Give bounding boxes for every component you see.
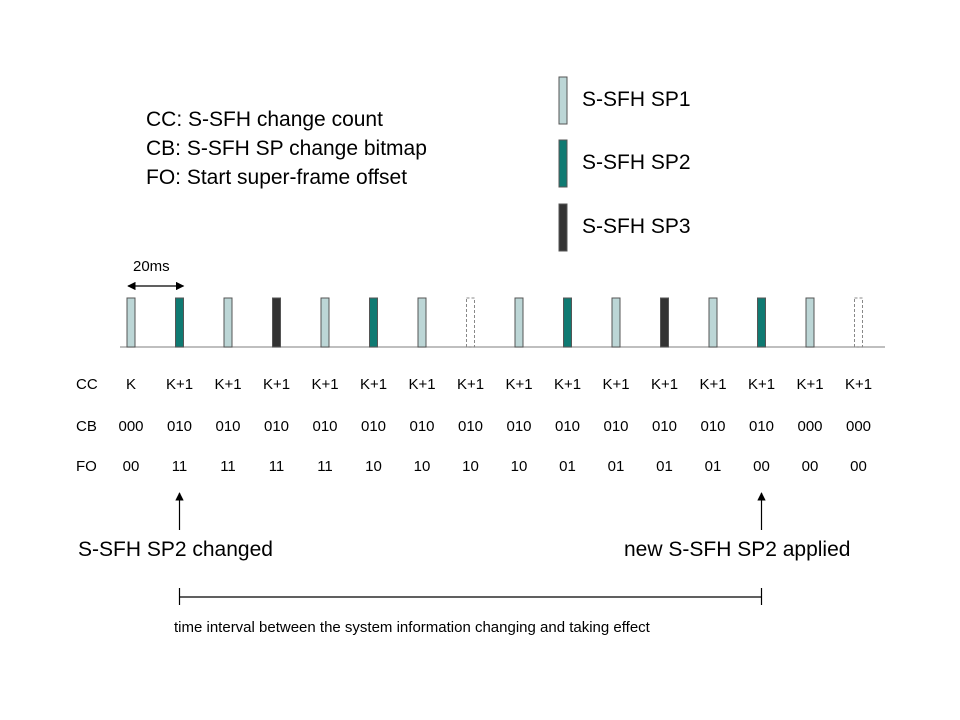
frame-2-sp2	[175, 297, 184, 348]
cell-cc-14: K+1	[747, 376, 776, 393]
frame-6-sp2	[369, 297, 378, 348]
cell-cc-9: K+1	[505, 376, 533, 393]
cell-fo-3: 11	[220, 458, 236, 475]
frame-15-sp1	[805, 297, 815, 348]
cell-cb-3: 010	[215, 418, 241, 435]
frame-13-sp1	[708, 297, 718, 348]
legend-swatch-sp3	[558, 203, 568, 252]
row-label-cb: CB	[76, 418, 97, 435]
cell-cc-6: K+1	[359, 376, 388, 393]
cell-fo-13: 01	[704, 458, 722, 475]
cell-cb-11: 010	[603, 418, 629, 435]
row-label-cc: CC	[76, 376, 98, 393]
period-label: 20ms	[133, 258, 170, 275]
cell-cc-11: K+1	[602, 376, 630, 393]
definition-fo: FO: Start super-frame offset	[146, 166, 408, 189]
cell-fo-9: 10	[510, 458, 528, 475]
cell-fo-1: 00	[122, 458, 140, 475]
cell-fo-16: 00	[850, 458, 867, 475]
cell-cc-2: K+1	[165, 376, 194, 393]
cell-cc-8: K+1	[456, 376, 485, 393]
annotation-changed: S-SFH SP2 changed	[78, 538, 273, 561]
cell-cc-4: K+1	[262, 376, 291, 393]
cell-cc-3: K+1	[214, 376, 242, 393]
annotation-applied: new S-SFH SP2 applied	[624, 538, 851, 561]
cell-fo-8: 10	[462, 458, 479, 475]
cell-cc-7: K+1	[408, 376, 436, 393]
frame-12-sp3	[660, 297, 669, 348]
cell-fo-15: 00	[801, 458, 819, 475]
legend-label-sp1: S-SFH SP1	[582, 88, 691, 111]
cell-fo-5: 11	[317, 458, 333, 475]
cell-fo-10: 01	[559, 458, 576, 475]
frame-1-sp1	[126, 297, 136, 348]
cell-fo-12: 01	[656, 458, 673, 475]
frame-3-sp1	[223, 297, 233, 348]
cell-fo-11: 01	[607, 458, 625, 475]
cell-cb-1: 000	[118, 418, 144, 435]
cell-fo-14: 00	[753, 458, 770, 475]
cell-cc-16: K+1	[844, 376, 873, 393]
frame-5-sp1	[320, 297, 330, 348]
cell-cb-6: 010	[360, 418, 387, 435]
cell-cc-13: K+1	[699, 376, 727, 393]
cell-cb-4: 010	[263, 418, 290, 435]
legend-swatch-sp1	[558, 76, 568, 125]
frame-4-sp3	[272, 297, 281, 348]
cell-cb-10: 010	[554, 418, 581, 435]
cell-cb-13: 010	[700, 418, 726, 435]
cell-cb-5: 010	[312, 418, 338, 435]
cell-fo-6: 10	[365, 458, 382, 475]
cell-cb-8: 010	[457, 418, 484, 435]
legend-label-sp2: S-SFH SP2	[582, 151, 691, 174]
row-label-fo: FO	[76, 458, 97, 475]
frame-9-sp1	[514, 297, 524, 348]
cell-cb-16: 000	[845, 418, 872, 435]
cell-fo-2: 11	[171, 458, 188, 475]
frame-11-sp1	[611, 297, 621, 348]
cell-cb-15: 000	[797, 418, 823, 435]
legend-label-sp3: S-SFH SP3	[582, 215, 691, 238]
cell-cb-7: 010	[409, 418, 435, 435]
frame-14-sp2	[757, 297, 766, 348]
cell-cb-14: 010	[748, 418, 775, 435]
frame-7-sp1	[417, 297, 427, 348]
cell-cc-10: K+1	[553, 376, 582, 393]
frame-8-empty	[466, 297, 475, 348]
cell-cc-15: K+1	[796, 376, 824, 393]
cell-cc-1: K	[125, 376, 136, 393]
cell-cb-9: 010	[506, 418, 532, 435]
annotation-interval: time interval between the system informa…	[174, 619, 650, 636]
frame-10-sp2	[563, 297, 572, 348]
frame-16-empty	[854, 297, 863, 348]
cell-cb-12: 010	[651, 418, 678, 435]
definition-cb: CB: S-SFH SP change bitmap	[146, 137, 427, 160]
legend-swatch-sp2	[558, 139, 568, 188]
cell-cb-2: 010	[166, 418, 193, 435]
cell-fo-4: 11	[268, 458, 285, 475]
cell-fo-7: 10	[413, 458, 431, 475]
cell-cc-12: K+1	[650, 376, 679, 393]
cell-cc-5: K+1	[311, 376, 339, 393]
definition-cc: CC: S-SFH change count	[146, 108, 383, 131]
